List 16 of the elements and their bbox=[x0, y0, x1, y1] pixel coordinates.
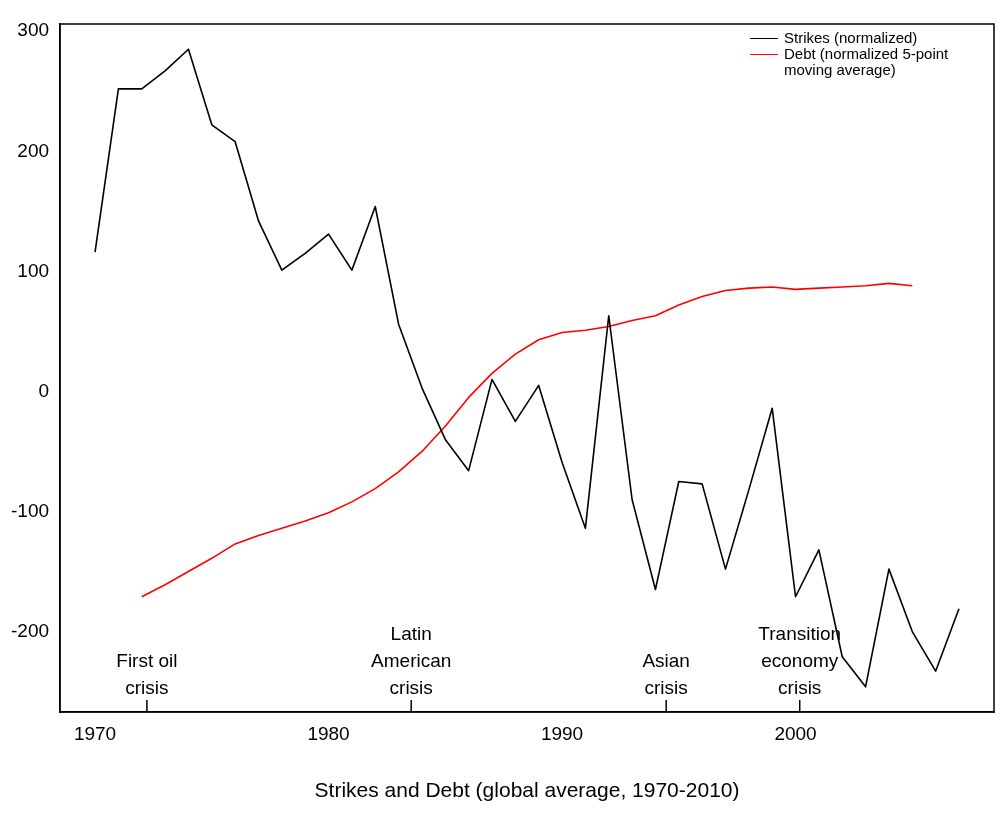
y-tick-label: 300 bbox=[17, 19, 50, 41]
y-tick-label: 200 bbox=[17, 139, 50, 161]
y-tick-label: 100 bbox=[17, 259, 50, 281]
legend-label: Debt (normalized 5-point moving average) bbox=[784, 45, 950, 78]
annotation: Latin American crisis bbox=[371, 623, 452, 698]
y-tick-label: -100 bbox=[11, 499, 50, 521]
annotation: First oil crisis bbox=[116, 650, 178, 698]
x-axis-title: Strikes and Debt (global average, 1970-2010) bbox=[314, 778, 740, 802]
x-tick-label: 1970 bbox=[73, 722, 117, 744]
annotation: Asian crisis bbox=[642, 650, 690, 698]
x-tick-label: 1990 bbox=[540, 722, 584, 744]
legend-label: Strikes (normalized) bbox=[784, 29, 918, 46]
x-tick-label: 1980 bbox=[307, 722, 350, 744]
y-tick-label: 0 bbox=[38, 379, 50, 401]
y-tick-label: -200 bbox=[11, 619, 50, 641]
x-tick-label: 2000 bbox=[774, 722, 817, 744]
